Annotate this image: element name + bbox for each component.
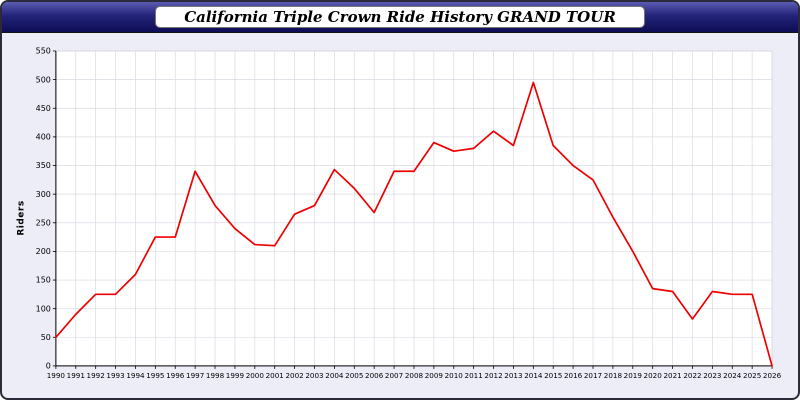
x-tick-label: 1997 bbox=[186, 371, 204, 380]
y-tick-label: 500 bbox=[36, 75, 51, 84]
x-tick-label: 2003 bbox=[305, 371, 323, 380]
x-tick-label: 2012 bbox=[484, 371, 502, 380]
riders-line-series bbox=[55, 81, 773, 367]
y-axis-label: Riders bbox=[16, 199, 27, 236]
y-tick-label: 400 bbox=[36, 132, 51, 141]
y-tick-label: 450 bbox=[36, 104, 51, 113]
title-bar: California Triple Crown Ride History GRA… bbox=[2, 2, 798, 33]
x-tick-label: 2020 bbox=[644, 371, 663, 380]
x-tick-label: 2016 bbox=[564, 371, 583, 380]
x-tick-label: 2022 bbox=[683, 371, 701, 380]
x-tick-label: 2011 bbox=[465, 371, 483, 380]
page-title: California Triple Crown Ride History GRA… bbox=[155, 6, 645, 28]
x-tick-label: 2001 bbox=[266, 371, 284, 380]
x-tick-label: 2023 bbox=[703, 371, 721, 380]
x-tick-label: 2006 bbox=[365, 371, 384, 380]
x-tick-label: 2008 bbox=[405, 371, 424, 380]
x-tick-label: 1998 bbox=[206, 371, 225, 380]
y-tick-label: 0 bbox=[46, 362, 51, 371]
y-tick-label: 350 bbox=[36, 161, 51, 170]
x-tick-label: 2007 bbox=[385, 371, 403, 380]
x-tick-label: 2017 bbox=[584, 371, 602, 380]
x-tick-label: 1996 bbox=[166, 371, 185, 380]
x-tick-label: 2014 bbox=[524, 371, 543, 380]
x-tick-label: 2013 bbox=[504, 371, 522, 380]
x-tick-label: 1999 bbox=[226, 371, 245, 380]
y-tick-label: 550 bbox=[36, 47, 51, 56]
x-tick-label: 2024 bbox=[723, 371, 742, 380]
x-tick-label: 2025 bbox=[743, 371, 761, 380]
x-tick-label: 2026 bbox=[763, 371, 782, 380]
x-tick-label: 2002 bbox=[285, 371, 303, 380]
x-tick-label: 2021 bbox=[663, 371, 681, 380]
y-tick-label: 200 bbox=[36, 247, 51, 256]
x-tick-label: 2015 bbox=[544, 371, 562, 380]
x-tick-label: 2019 bbox=[624, 371, 643, 380]
x-tick-label: 2010 bbox=[445, 371, 464, 380]
x-tick-label: 1992 bbox=[87, 371, 105, 380]
x-tick-label: 2009 bbox=[425, 371, 444, 380]
x-tick-label: 2000 bbox=[246, 371, 265, 380]
y-tick-label: 300 bbox=[36, 190, 51, 199]
x-tick-label: 2018 bbox=[604, 371, 623, 380]
y-tick-label: 250 bbox=[36, 218, 51, 227]
x-tick-label: 1994 bbox=[126, 371, 145, 380]
x-tick-label: 1995 bbox=[146, 371, 164, 380]
chart-container: Riders 0 50 100 150 200 250 300 350 400 450 500 550… bbox=[10, 41, 790, 394]
y-tick-label: 50 bbox=[41, 333, 51, 342]
x-tick-label: 2005 bbox=[345, 371, 363, 380]
x-tick-label: 1990 bbox=[47, 371, 66, 380]
y-tick-label: 100 bbox=[36, 304, 51, 313]
x-tick-label: 1991 bbox=[67, 371, 85, 380]
x-tick-label: 1993 bbox=[106, 371, 124, 380]
y-tick-label: 150 bbox=[36, 276, 51, 285]
x-tick-label: 2004 bbox=[325, 371, 344, 380]
